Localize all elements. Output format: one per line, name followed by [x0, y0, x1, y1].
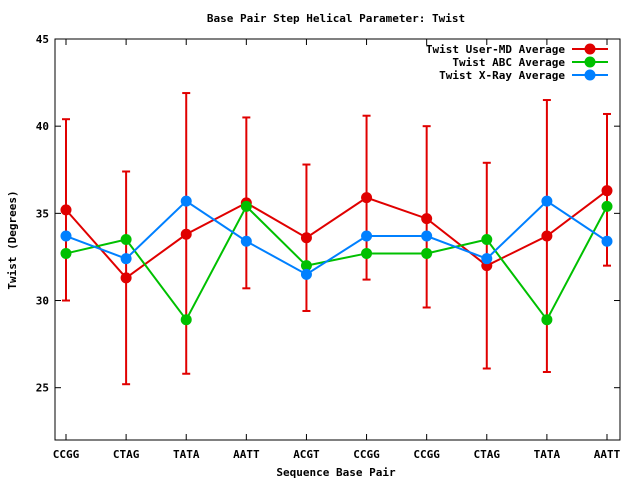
data-point [481, 253, 493, 265]
data-point [240, 200, 252, 212]
data-point [60, 230, 72, 242]
data-point [421, 213, 433, 225]
series-layer [60, 92, 613, 386]
data-point [240, 235, 252, 247]
x-tick-label: TATA [173, 448, 200, 461]
y-tick-label: 40 [36, 120, 49, 133]
series-2 [60, 200, 613, 326]
data-point [300, 268, 312, 280]
x-tick-label: CTAG [113, 448, 140, 461]
data-point [60, 247, 72, 259]
data-point [180, 228, 192, 240]
x-tick-label: ACGT [293, 448, 320, 461]
data-point [120, 253, 132, 265]
x-tick-label: CCGG [53, 448, 80, 461]
x-tick-label: CTAG [474, 448, 501, 461]
series-3 [60, 195, 613, 280]
data-point [541, 230, 553, 242]
y-tick-label: 25 [36, 382, 49, 395]
data-point [601, 185, 613, 197]
x-tick-label: CCGG [413, 448, 440, 461]
data-point [481, 234, 493, 245]
plot-frame [54, 38, 621, 441]
y-axis-ticks: 25 30 35 40 45 [36, 33, 620, 395]
data-point [361, 247, 373, 259]
legend-swatch-marker [584, 56, 596, 68]
series-line [65, 189, 608, 280]
data-point [421, 230, 433, 242]
y-tick-label: 45 [36, 33, 49, 46]
data-point [120, 272, 132, 284]
data-point [60, 204, 72, 216]
series-1 [60, 92, 613, 386]
data-point [421, 247, 433, 259]
data-point [601, 200, 613, 212]
x-tick-label: AATT [594, 448, 621, 461]
y-tick-label: 35 [36, 207, 49, 220]
data-point [361, 192, 373, 204]
x-tick-label: TATA [534, 448, 561, 461]
data-point [300, 260, 312, 272]
x-axis-label: Sequence Base Pair [276, 466, 396, 479]
data-point [300, 232, 312, 244]
legend-label: Twist X-Ray Average [439, 69, 565, 82]
data-point [541, 195, 553, 207]
x-axis-ticks: CCGG CTAG TATA AATT ACGT CCGG CCGG CTAG TATA AATT [53, 39, 621, 461]
legend-label: Twist ABC Average [452, 56, 565, 69]
y-tick-label: 30 [36, 295, 49, 308]
data-point [601, 235, 613, 247]
series-line [65, 199, 608, 276]
legend-swatch-marker [584, 43, 596, 55]
legend-label: Twist User-MD Average [426, 43, 565, 56]
data-point [361, 230, 373, 242]
series-line [65, 204, 608, 322]
data-point [120, 234, 132, 245]
y-axis-label: Twist (Degrees) [6, 190, 19, 289]
data-point [541, 314, 553, 326]
chart-title: Base Pair Step Helical Parameter: Twist [207, 12, 465, 25]
x-tick-label: AATT [233, 448, 260, 461]
x-tick-label: CCGG [353, 448, 380, 461]
data-point [180, 314, 192, 326]
legend-swatch-marker [584, 69, 596, 81]
data-point [180, 195, 192, 207]
